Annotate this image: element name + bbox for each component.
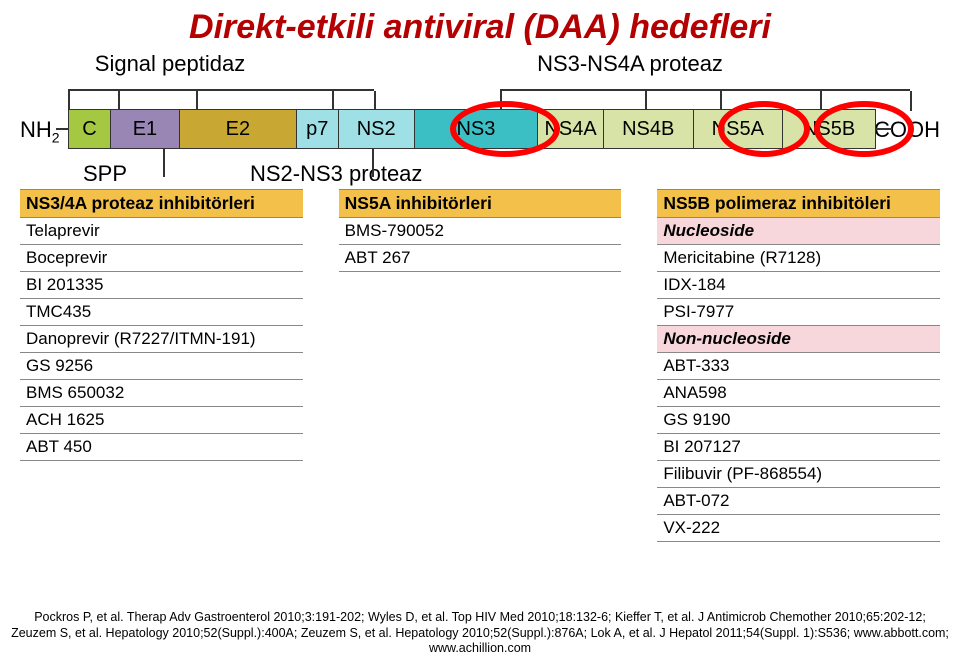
table-row: GS 9190 [657, 407, 940, 434]
table-row: ABT-072 [657, 488, 940, 515]
segment-c: C [68, 109, 110, 149]
subtitle-signal-peptidaz: Signal peptidaz [20, 51, 320, 77]
table-row: BMS-790052 [339, 218, 622, 245]
nh2-text: NH [20, 117, 52, 142]
arrow-ns2-ns3 [372, 149, 374, 177]
column-header: NS5B polimeraz inhibitöleri [657, 189, 940, 218]
table-row: GS 9256 [20, 353, 303, 380]
segment-e1: E1 [110, 109, 179, 149]
bracket-tick [68, 91, 70, 111]
table-row: BI 207127 [657, 434, 940, 461]
table-row: Danoprevir (R7227/ITMN-191) [20, 326, 303, 353]
segment-p7: p7 [296, 109, 338, 149]
polyprotein-diagram: NH2 COOH CE1E2p7NS2NS3NS4ANS4BNS5ANS5B [20, 79, 940, 159]
table-row: ACH 1625 [20, 407, 303, 434]
bracket-tick [196, 91, 198, 111]
table-row: VX-222 [657, 515, 940, 542]
inhibitor-columns: NS3/4A proteaz inhibitörleriTelaprevirBo… [20, 189, 940, 542]
table-row: ABT 267 [339, 245, 622, 272]
bracket-tick [645, 91, 647, 111]
segment-e2: E2 [179, 109, 296, 149]
nh2-sub: 2 [52, 129, 60, 145]
dash-left [56, 128, 68, 130]
bracket-tick [118, 91, 120, 111]
table-row: ABT 450 [20, 434, 303, 461]
table-row: TMC435 [20, 299, 303, 326]
subtitle-ns2-ns3-proteaz: NS2-NS3 proteaz [190, 161, 570, 187]
inhibitor-column-2: NS5B polimeraz inhibitöleriNucleosideMer… [657, 189, 940, 542]
table-row: ANA598 [657, 380, 940, 407]
table-row: PSI-7977 [657, 299, 940, 326]
subheader-row: Nucleoside [657, 218, 940, 245]
table-row: Filibuvir (PF-868554) [657, 461, 940, 488]
table-row: ABT-333 [657, 353, 940, 380]
inhibitor-column-0: NS3/4A proteaz inhibitörleriTelaprevirBo… [20, 189, 303, 461]
segment-ns2: NS2 [338, 109, 414, 149]
target-circle-2 [814, 101, 914, 157]
top-subtitles: Signal peptidaz NS3-NS4A proteaz [20, 51, 940, 77]
target-circle-0 [450, 101, 560, 157]
table-row: Boceprevir [20, 245, 303, 272]
target-circle-1 [718, 101, 810, 157]
bracket-signal-peptidaz [68, 89, 374, 111]
bracket-tick [332, 91, 334, 111]
column-header: NS3/4A proteaz inhibitörleri [20, 189, 303, 218]
table-row: BMS 650032 [20, 380, 303, 407]
segment-ns4b: NS4B [603, 109, 693, 149]
column-header: NS5A inhibitörleri [339, 189, 622, 218]
table-row: Telaprevir [20, 218, 303, 245]
table-row: Mericitabine (R7128) [657, 245, 940, 272]
slide-title: Direkt-etkili antiviral (DAA) hedefleri [20, 8, 940, 47]
bracket-tick [820, 91, 822, 111]
inhibitor-column-1: NS5A inhibitörleriBMS-790052ABT 267 [339, 189, 622, 272]
table-row: IDX-184 [657, 272, 940, 299]
bracket-tick [910, 91, 912, 111]
subtitle-ns3-ns4a-proteaz: NS3-NS4A proteaz [320, 51, 940, 77]
citation-text: Pockros P, et al. Therap Adv Gastroenter… [10, 610, 950, 657]
bracket-tick [720, 91, 722, 111]
table-row: BI 201335 [20, 272, 303, 299]
bracket-tick [374, 91, 376, 111]
subheader-row: Non-nucleoside [657, 326, 940, 353]
lower-subtitles: SPP NS2-NS3 proteaz [20, 161, 940, 187]
arrow-spp [163, 149, 165, 177]
nh2-label: NH2 [20, 117, 60, 145]
